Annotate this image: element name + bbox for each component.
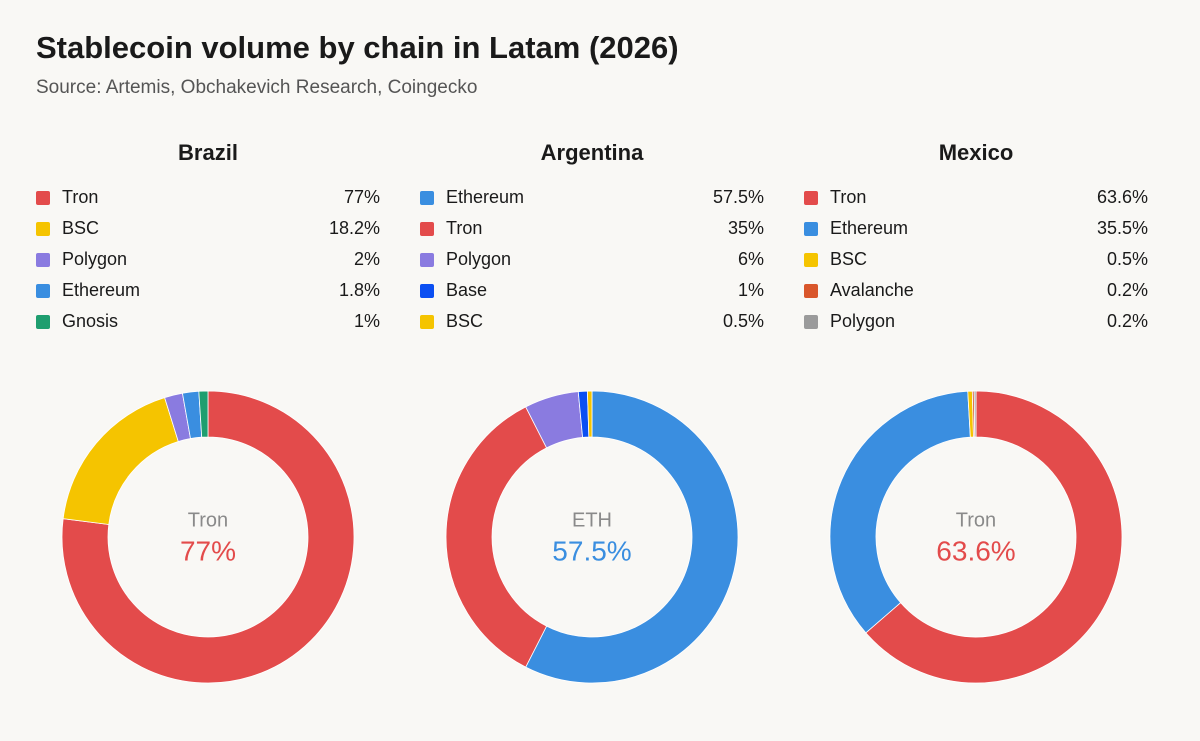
legend-label: Polygon — [62, 249, 127, 269]
center-value: 77% — [180, 535, 236, 566]
legend-value: 1% — [354, 311, 380, 331]
center-label: Tron — [956, 509, 996, 531]
legend-swatch — [804, 191, 818, 205]
legend-swatch — [420, 315, 434, 329]
legend-swatch — [36, 191, 50, 205]
donut-slice — [865, 390, 1123, 684]
legend-swatch — [36, 315, 50, 329]
legend-value: 1.8% — [339, 280, 380, 300]
legend-label: Avalanche — [830, 280, 914, 300]
legend-value: 35% — [728, 218, 764, 238]
center-label: Tron — [188, 509, 228, 531]
legend-value: 0.5% — [723, 311, 764, 331]
donut-slice — [61, 390, 355, 684]
legend-swatch — [420, 253, 434, 267]
legend-label: Ethereum — [446, 187, 524, 207]
donut-slice — [198, 390, 209, 438]
donut-slice — [525, 390, 739, 684]
legend-value: 77% — [344, 187, 380, 207]
page-subtitle: Source: Artemis, Obchakevich Research, C… — [36, 77, 477, 98]
legend-label: Tron — [446, 218, 482, 238]
chart-title: Mexico — [939, 140, 1014, 165]
legend-label: Ethereum — [830, 218, 908, 238]
donut-slice — [973, 390, 977, 438]
chart-title: Brazil — [178, 140, 238, 165]
legend-swatch — [804, 315, 818, 329]
legend-value: 0.2% — [1107, 311, 1148, 331]
legend-swatch — [36, 284, 50, 298]
legend-label: Tron — [830, 187, 866, 207]
donut-slice — [445, 406, 548, 668]
legend-label: Tron — [62, 187, 98, 207]
legend-label: BSC — [446, 311, 483, 331]
page-title: Stablecoin volume by chain in Latam (202… — [36, 30, 679, 65]
legend-label: Ethereum — [62, 280, 140, 300]
center-label: ETH — [572, 509, 612, 531]
legend-value: 6% — [738, 249, 764, 269]
legend-swatch — [420, 284, 434, 298]
legend-label: Gnosis — [62, 311, 118, 331]
legend-swatch — [420, 222, 434, 236]
legend-label: BSC — [830, 249, 867, 269]
legend-value: 0.5% — [1107, 249, 1148, 269]
legend-swatch — [36, 253, 50, 267]
legend-value: 1% — [738, 280, 764, 300]
legend-value: 57.5% — [713, 187, 764, 207]
legend-value: 0.2% — [1107, 280, 1148, 300]
chart-title: Argentina — [541, 140, 644, 165]
legend-value: 35.5% — [1097, 218, 1148, 238]
legend-swatch — [420, 191, 434, 205]
legend-swatch — [804, 222, 818, 236]
legend-swatch — [804, 253, 818, 267]
legend-value: 2% — [354, 249, 380, 269]
legend-label: Polygon — [446, 249, 511, 269]
legend-swatch — [36, 222, 50, 236]
legend-value: 63.6% — [1097, 187, 1148, 207]
legend-label: BSC — [62, 218, 99, 238]
legend-label: Base — [446, 280, 487, 300]
legend-value: 18.2% — [329, 218, 380, 238]
donut-slice — [587, 390, 593, 438]
legend-swatch — [804, 284, 818, 298]
donut-slice — [829, 390, 971, 634]
center-value: 57.5% — [552, 535, 631, 566]
legend-label: Polygon — [830, 311, 895, 331]
center-value: 63.6% — [936, 535, 1015, 566]
